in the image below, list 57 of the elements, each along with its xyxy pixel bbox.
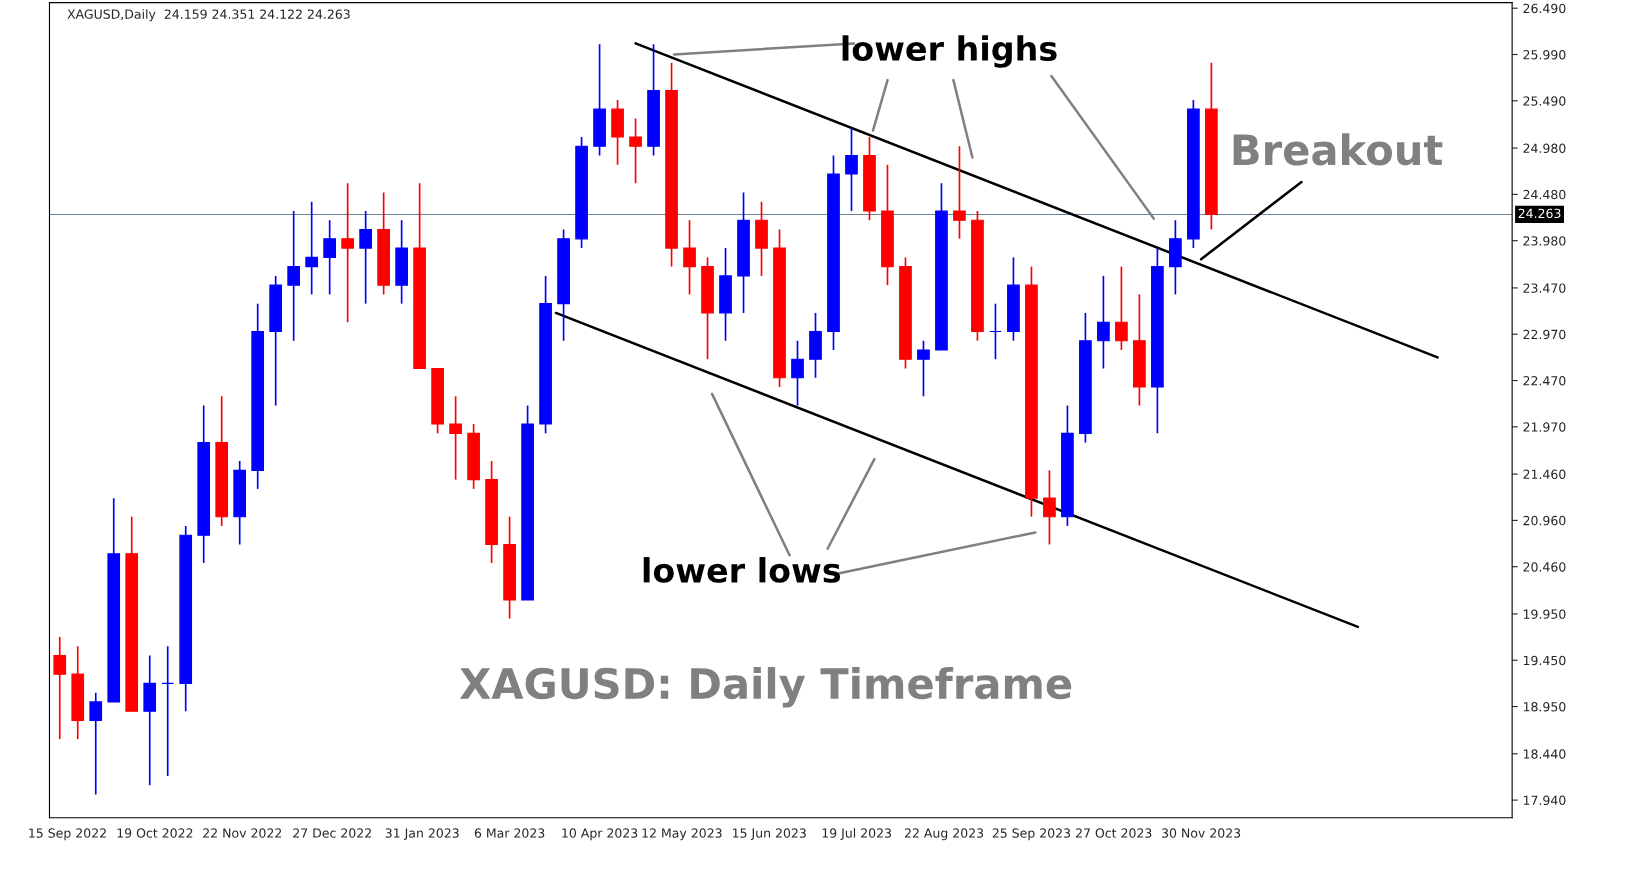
y-tick-label: 19.950 bbox=[1523, 609, 1566, 619]
x-tick-label: 19 Jul 2023 bbox=[822, 828, 891, 841]
candlestick bbox=[791, 339, 804, 407]
y-tick-label: 20.960 bbox=[1523, 515, 1566, 526]
y-tick-label: 23.980 bbox=[1523, 236, 1566, 246]
y-tick-label: 25.990 bbox=[1523, 49, 1566, 60]
candlestick bbox=[53, 636, 67, 740]
candlestick bbox=[1115, 265, 1128, 351]
x-tick-label: 22 Aug 2023 bbox=[904, 828, 984, 841]
annotation: Breakout bbox=[1233, 133, 1443, 166]
y-tick-label: 18.440 bbox=[1523, 749, 1566, 759]
candlestick bbox=[917, 339, 930, 398]
y-tick-label: 17.940 bbox=[1523, 795, 1566, 806]
candlestick bbox=[341, 182, 354, 324]
ref-line-label: 24.263 bbox=[1518, 208, 1561, 219]
candlestick bbox=[359, 210, 372, 305]
candlestick bbox=[629, 117, 642, 185]
candlestick bbox=[161, 645, 175, 777]
candlestick bbox=[1043, 469, 1056, 546]
x-tick-label: 27 Oct 2023 bbox=[1075, 828, 1152, 838]
x-tick-label: 22 Nov 2022 bbox=[203, 828, 282, 838]
text: XAGUSD,Daily 24.159 24.351 24.122 24.263 bbox=[67, 9, 350, 22]
y-tick-label: 25.490 bbox=[1523, 96, 1566, 106]
candlestick bbox=[287, 210, 301, 342]
y-tick-label: 19.450 bbox=[1523, 655, 1566, 666]
candlestick bbox=[323, 219, 337, 296]
text: XAGUSD: Daily Timeframe bbox=[459, 666, 1072, 708]
x-tick-label: 31 Jan 2023 bbox=[385, 828, 459, 841]
candlestick bbox=[89, 691, 103, 796]
y-tick-label: 21.460 bbox=[1523, 469, 1566, 480]
candlestick bbox=[989, 302, 1002, 361]
y-tick-label: 20.460 bbox=[1523, 562, 1566, 572]
candlestick bbox=[1097, 275, 1110, 370]
candlestick bbox=[683, 219, 696, 296]
x-tick-label: 15 Jun 2023 bbox=[733, 828, 806, 841]
y-tick-label: 18.950 bbox=[1523, 702, 1566, 712]
x-tick-label: 19 Oct 2022 bbox=[117, 828, 193, 838]
x-tick-label: 12 May 2023 bbox=[642, 828, 722, 841]
y-tick-label: 22.470 bbox=[1523, 376, 1566, 386]
x-tick-label: 27 Dec 2022 bbox=[293, 828, 371, 838]
candlestick bbox=[305, 200, 319, 296]
x-tick-label: 6 Mar 2023 bbox=[474, 828, 545, 838]
y-tick-label: 23.470 bbox=[1523, 283, 1566, 293]
x-tick-label: 25 Sep 2023 bbox=[992, 828, 1071, 841]
candlestick bbox=[845, 126, 858, 212]
candlestick bbox=[449, 395, 462, 481]
y-tick-label: 24.980 bbox=[1523, 143, 1566, 153]
annotation: lower highs bbox=[842, 35, 1057, 68]
y-tick-label: 22.970 bbox=[1523, 329, 1566, 340]
y-tick-label: 26.490 bbox=[1523, 3, 1566, 14]
x-tick-label: 15 Sep 2022 bbox=[29, 828, 106, 841]
candlestick bbox=[953, 145, 966, 240]
y-tick-label: 24.480 bbox=[1523, 189, 1566, 200]
x-tick-label: 30 Nov 2023 bbox=[1162, 828, 1241, 838]
x-tick-label: 10 Apr 2023 bbox=[562, 828, 638, 841]
annotation: lower lows bbox=[643, 557, 841, 583]
y-tick-label: 21.970 bbox=[1523, 422, 1566, 432]
